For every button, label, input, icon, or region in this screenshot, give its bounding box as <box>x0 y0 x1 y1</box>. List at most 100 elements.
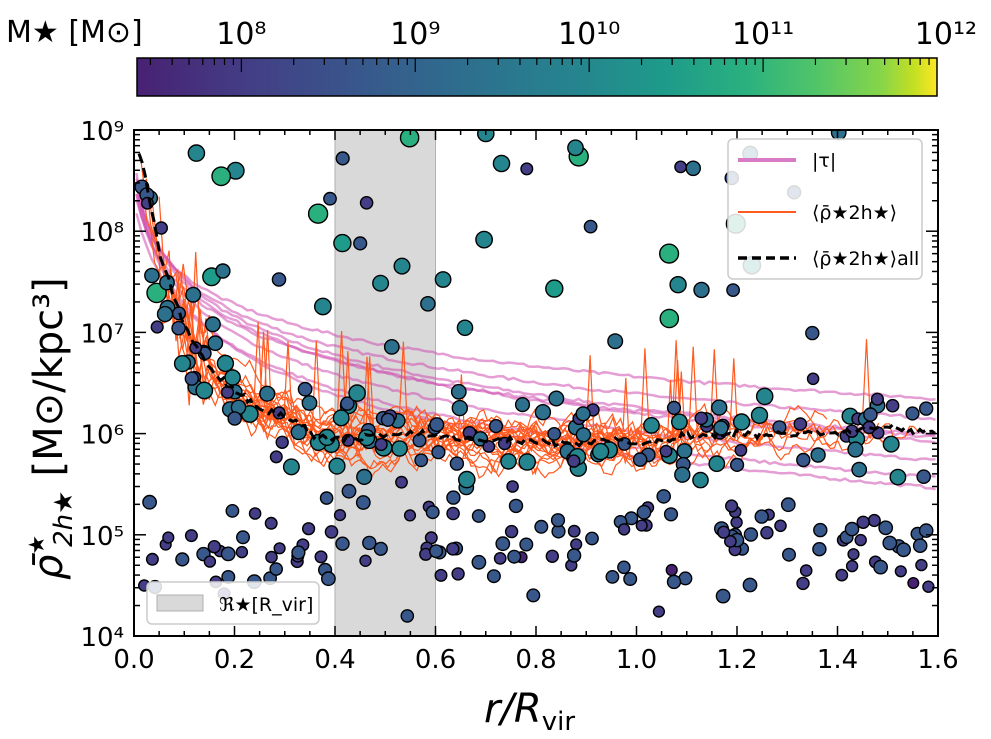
galaxy-point <box>380 412 396 427</box>
galaxy-point <box>575 406 591 422</box>
legend-label-mean-all: ⟨ρ̄★2h★⟩all <box>812 248 919 270</box>
galaxy-point <box>919 401 934 416</box>
galaxy-point <box>307 203 329 224</box>
galaxy-point <box>605 570 620 584</box>
galaxy-point <box>383 338 400 355</box>
galaxy-point <box>915 558 928 572</box>
galaxy-point <box>666 574 682 590</box>
galaxy-point <box>150 320 164 334</box>
galaxy-point <box>504 524 519 539</box>
galaxy-point <box>514 397 531 413</box>
galaxy-point <box>446 490 461 505</box>
galaxy-point <box>282 458 300 476</box>
shaded-legend-label: ℜ★[R_vir] <box>219 594 313 616</box>
galaxy-point <box>184 529 198 543</box>
y-tick-label: 10⁹ <box>80 117 124 147</box>
galaxy-point <box>144 267 160 284</box>
galaxy-point <box>319 491 334 505</box>
galaxy-point <box>867 513 881 528</box>
galaxy-point <box>355 495 371 510</box>
galaxy-point <box>506 480 519 493</box>
colorbar-label: M★ [M⊙] <box>6 15 143 50</box>
x-tick-label: 1.4 <box>817 645 858 675</box>
galaxy-point <box>575 427 592 443</box>
galaxy-point <box>724 535 737 548</box>
galaxy-point <box>659 308 680 329</box>
galaxy-point <box>547 426 562 441</box>
y-axis-title-main: ρ̄ <box>26 553 72 580</box>
galaxy-point <box>734 443 748 457</box>
galaxy-point <box>617 523 631 536</box>
galaxy-point <box>742 577 758 593</box>
galaxy-point <box>810 447 826 463</box>
galaxy-point <box>358 429 376 447</box>
galaxy-point <box>412 433 427 448</box>
galaxy-point <box>297 381 313 397</box>
galaxy-point <box>545 279 564 298</box>
y-tick-label: 10⁴ <box>80 623 124 653</box>
galaxy-point <box>669 276 687 294</box>
galaxy-point <box>508 498 524 514</box>
galaxy-point <box>420 295 436 312</box>
galaxy-point <box>659 444 673 458</box>
y-axis-title-units: [M⊙/kpc³] <box>26 277 72 476</box>
galaxy-point <box>456 319 474 337</box>
galaxy-point <box>665 563 678 577</box>
galaxy-point <box>184 371 200 386</box>
galaxy-point <box>373 541 388 556</box>
galaxy-point <box>755 387 774 406</box>
galaxy-point <box>275 435 289 449</box>
x-axis-title-sub: vir <box>542 707 576 737</box>
galaxy-point <box>313 297 332 316</box>
galaxy-point <box>493 552 507 565</box>
galaxy-point <box>395 475 408 489</box>
galaxy-point <box>854 533 867 547</box>
galaxy-point <box>145 552 159 566</box>
galaxy-point <box>780 497 796 513</box>
galaxy-point <box>658 243 680 264</box>
galaxy-point <box>693 281 710 299</box>
galaxy-point <box>414 453 429 468</box>
galaxy-point <box>507 549 522 564</box>
galaxy-point <box>451 567 465 581</box>
galaxy-point <box>851 461 868 478</box>
galaxy-point <box>585 531 599 546</box>
tau-curve <box>135 184 936 421</box>
galaxy-point <box>863 407 878 422</box>
galaxy-point <box>391 440 408 457</box>
galaxy-point <box>265 550 278 564</box>
galaxy-point <box>335 536 350 551</box>
galaxy-point <box>173 355 192 373</box>
galaxy-point <box>711 399 728 416</box>
galaxy-point <box>235 530 250 545</box>
galaxy-point <box>743 527 759 542</box>
colorbar-tick-labels: 10⁸ 10⁹ 10¹⁰ 10¹¹ 10¹² <box>216 17 977 52</box>
x-tick-label: 0.0 <box>113 645 154 675</box>
galaxy-point <box>545 549 559 563</box>
galaxy-point <box>885 398 900 413</box>
colorbar-tick-label: 10¹² <box>915 17 977 52</box>
galaxy-point <box>374 437 388 452</box>
galaxy-point <box>495 536 511 552</box>
galaxy-point <box>215 263 231 279</box>
galaxy-point <box>328 457 346 475</box>
galaxy-point <box>793 417 808 431</box>
shaded-legend-frame <box>146 581 320 625</box>
galaxy-point <box>142 494 158 510</box>
galaxy-point <box>425 505 440 520</box>
galaxy-point <box>591 442 610 461</box>
galaxy-point <box>636 504 652 520</box>
galaxy-point <box>796 452 811 468</box>
galaxy-point <box>429 417 445 433</box>
galaxy-point <box>805 325 820 341</box>
galaxy-point <box>359 195 374 210</box>
x-tick-label: 1.0 <box>616 645 657 675</box>
galaxy-point <box>566 548 582 563</box>
y-axis-title-sub: 2h★ <box>49 491 79 547</box>
galaxy-point <box>341 483 357 499</box>
galaxy-point <box>220 546 236 562</box>
mean-density-curve <box>210 346 883 474</box>
galaxy-point <box>227 411 242 426</box>
galaxy-point <box>449 456 465 471</box>
galaxy-point <box>724 499 739 513</box>
